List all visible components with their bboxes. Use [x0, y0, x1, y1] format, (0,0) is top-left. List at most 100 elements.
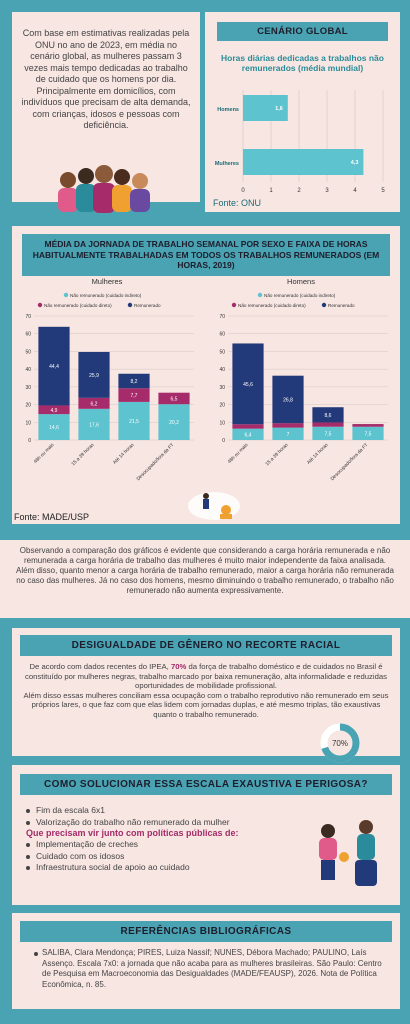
bar-segment [38, 326, 70, 406]
y-tick-label: 0 [222, 438, 225, 444]
y-tick-label: 40 [219, 367, 225, 373]
desigualdade-p1b: da força de trabalho doméstico e de cuid… [25, 662, 387, 691]
intro-card: Com base em estimativas realizadas pela … [12, 12, 200, 213]
men-stacked-chart: Homens Não remunerado (cuidado indireto) N… [219, 277, 388, 482]
x-tick-label: Até 14 horas [112, 442, 136, 466]
desigualdade-p2: Além disso essas mulheres conciliam essa… [23, 690, 389, 719]
bar [243, 95, 288, 121]
person-head-icon [203, 493, 209, 499]
intro-text: Com base em estimativas realizadas pela … [21, 28, 191, 130]
chart-title: Mulheres [92, 277, 123, 286]
bar-value-label: 6,5 [171, 396, 178, 402]
bar-value-label: 6,2 [91, 401, 98, 407]
chart-title: Homens [287, 277, 315, 286]
bar-segment [232, 428, 264, 440]
solucao-subheading: Que precisam vir junto com políticas púb… [26, 828, 239, 838]
x-tick-label: 5 [381, 188, 385, 194]
woman-right-head [359, 820, 373, 834]
bar-segment [118, 388, 150, 402]
y-tick-label: 60 [25, 332, 31, 338]
y-tick-label: 20 [25, 403, 31, 409]
bar-value-label: 7,7 [131, 393, 138, 399]
bar-value-label: 7,5 [325, 431, 332, 437]
y-tick-label: 40 [25, 367, 31, 373]
solucao-list: Fim da escala 6x1 Valorização do trabalh… [12, 805, 400, 828]
cenario-global-card: CENÁRIO GLOBAL Horas diárias dedicadas a… [205, 12, 400, 212]
legend-label: Não remunerado (cuidado direto) [44, 303, 112, 308]
woman-left-head [321, 824, 335, 838]
x-tick-label: Desocupado/fora da FT [136, 442, 176, 482]
bar-segment [352, 426, 384, 440]
legend-label: Não remunerado (cuidado indireto) [264, 293, 336, 298]
solucao-item: Fim da escala 6x1 [26, 805, 400, 817]
policy-item: Infraestrutura social de apoio ao cuidad… [26, 862, 400, 874]
legend-swatch [257, 292, 263, 298]
bar-value-label: 1,6 [275, 106, 283, 112]
woman-head-4 [114, 169, 130, 185]
category-label: Homens [217, 107, 239, 113]
legend-label: Não remunerado (cuidado indireto) [70, 293, 142, 298]
bar-segment [232, 343, 264, 425]
bar-segment [312, 407, 344, 423]
woman-body-5 [130, 189, 150, 212]
bar-segment [78, 351, 110, 398]
legend-label: Remunerado [328, 303, 355, 308]
referencias-heading: REFERÊNCIAS BIBLIOGRÁFICAS [20, 921, 392, 942]
bar-segment [78, 397, 110, 409]
global-hours-chart: 0 1 2 3 4 5 Homens 1,6 Mulheres 4,3 [215, 90, 385, 194]
category-label: Mulheres [215, 161, 239, 167]
x-tick-label: 0 [241, 188, 245, 194]
bar-value-label: 17,6 [89, 422, 99, 428]
coin-stack-icon [220, 514, 232, 519]
solucao-card: COMO SOLUCIONAR ESSA ESCALA EXAUSTIVA E … [12, 765, 400, 905]
media-jornada-card: MÉDIA DA JORNADA DE TRABALHO SEMANAL POR… [12, 226, 400, 524]
cenario-source: Fonte: ONU [213, 198, 262, 208]
bar-segment [272, 375, 304, 424]
woman-left-body [319, 838, 337, 860]
women-caring-illustration [319, 820, 377, 886]
woman-body-2 [76, 184, 96, 212]
bar-value-label: 7,5 [365, 431, 372, 437]
bar-value-label: 6,4 [245, 432, 252, 438]
y-tick-label: 60 [219, 332, 225, 338]
bar-value-label: 21,5 [129, 419, 139, 425]
bar-value-label: 8,6 [325, 413, 332, 419]
bar-segment [272, 427, 304, 440]
bar-value-label: 25,9 [89, 373, 99, 379]
money-illustration [188, 492, 240, 520]
bar-value-label: 4,3 [351, 160, 359, 166]
woman-head-1 [60, 172, 76, 188]
bar-value-label: 45,6 [243, 382, 253, 388]
legend-swatch [63, 292, 69, 298]
legend-label: Não remunerado (cuidado direto) [238, 303, 306, 308]
bar-segment [352, 424, 384, 427]
bar-segment [118, 373, 150, 389]
woman-head-2 [78, 168, 94, 184]
legend-swatch [37, 302, 43, 308]
solucao-heading: COMO SOLUCIONAR ESSA ESCALA EXAUSTIVA E … [20, 774, 392, 795]
woman-body-4 [112, 185, 132, 212]
x-tick-label: 2 [297, 188, 301, 194]
media-source: Fonte: MADE/USP [14, 512, 90, 522]
x-tick-label: 15 a 39 horas [70, 442, 95, 467]
woman-body-3 [93, 183, 115, 213]
y-tick-label: 70 [219, 314, 225, 320]
y-tick-label: 10 [25, 420, 31, 426]
observacao-p2: Além disso, quanto menor a carga horária… [16, 566, 394, 595]
bar-value-label: 7 [287, 432, 290, 438]
policy-item: Implementação de creches [26, 839, 400, 851]
donut-fill [320, 723, 360, 763]
desigualdade-heading: DESIGUALDADE DE GÊNERO NO RECORTE RACIAL [20, 635, 392, 656]
bar-segment [78, 408, 110, 440]
bar-segment [38, 414, 70, 440]
bar-segment [312, 422, 344, 427]
x-tick-label: 48h ou mais [227, 442, 250, 465]
y-tick-label: 70 [25, 314, 31, 320]
legend-swatch [231, 302, 237, 308]
bar-segment [158, 392, 190, 405]
observacao-p1: Observando a comparação dos gráficos é e… [19, 546, 391, 565]
legend-swatch [127, 302, 133, 308]
y-tick-label: 20 [219, 403, 225, 409]
coin-icon [221, 505, 231, 515]
woman-head-5 [132, 173, 148, 189]
